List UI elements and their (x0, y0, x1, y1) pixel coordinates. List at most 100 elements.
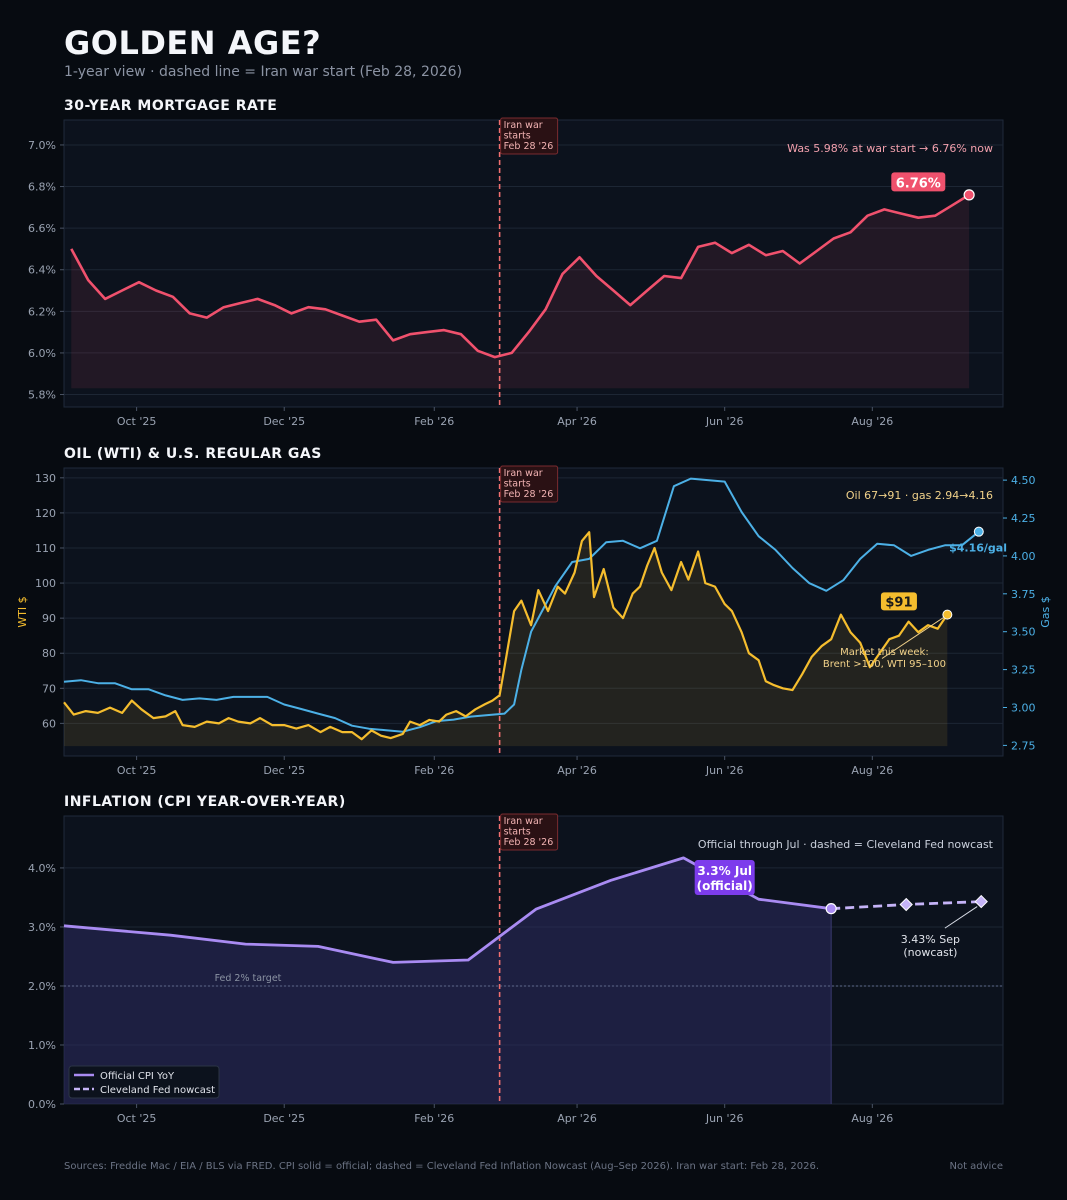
war-start-label: Iran war (504, 120, 543, 131)
y-tick-label: 110 (35, 542, 56, 555)
y-tick-label: 6.2% (28, 305, 56, 318)
y-tick-label: 0.0% (28, 1098, 56, 1111)
x-tick-label: Jun '26 (705, 1112, 744, 1125)
x-tick-label: Jun '26 (705, 415, 744, 428)
oil-value-badge-text: $91 (885, 595, 912, 610)
cpi-legend: Official CPI YoY Cleveland Fed nowcast (68, 1065, 220, 1099)
war-start-label: starts (504, 827, 531, 838)
war-start-label: Iran war (504, 816, 543, 827)
y-tick-label: 6.6% (28, 222, 56, 235)
cpi-badge-text: 3.3% Jul (697, 864, 752, 878)
y-tick-label: 6.8% (28, 181, 56, 194)
legend-box (68, 1065, 220, 1099)
x-tick-label: Apr '26 (557, 415, 597, 428)
y-axis-label-left: WTI $ (16, 596, 29, 627)
cpi-badge-text: (official) (697, 879, 753, 893)
war-start-label: Feb 28 '26 (504, 837, 554, 848)
mortgage-value-badge (891, 172, 946, 192)
page-title: GOLDEN AGE? (64, 24, 322, 62)
war-start-label: starts (504, 479, 531, 490)
y-tick-label: 70 (42, 682, 56, 695)
war-start-label: Feb 28 '26 (504, 141, 554, 152)
y-tick-label: 7.0% (28, 139, 56, 152)
cpi-nowcast-label: 3.43% Sep (901, 933, 960, 946)
y-tick-label: 1.0% (28, 1039, 56, 1052)
x-tick-label: Dec '25 (263, 764, 305, 777)
y-axis-label-right: Gas $ (1039, 596, 1052, 628)
oil-callout-arrow (881, 617, 944, 659)
x-tick-label: Oct '25 (117, 415, 157, 428)
footer-sources: Sources: Freddie Mac / EIA / BLS via FRE… (64, 1161, 820, 1172)
x-tick-label: Aug '26 (851, 1112, 893, 1125)
panel-annotation: Oil 67→91 · gas 2.94→4.16 (846, 489, 993, 502)
y-tick-label: 90 (42, 612, 56, 625)
oil-callout-text: Market this week: (840, 647, 929, 658)
gas-end-label: $4.16/gal (949, 542, 1007, 555)
y-tick-label: 60 (42, 717, 56, 730)
oil-callout-text: Brent >100, WTI 95–100 (823, 659, 946, 670)
oil-line (63, 531, 949, 741)
y-right-tick-label: 3.75 (1011, 588, 1036, 601)
war-start-label: starts (504, 131, 531, 142)
war-start-label: Feb 28 '26 (504, 489, 554, 500)
y-tick-label: 120 (35, 507, 56, 520)
y-right-tick-label: 4.00 (1011, 550, 1036, 563)
y-tick-label: 6.0% (28, 347, 56, 360)
panel-title: 30-YEAR MORTGAGE RATE (64, 98, 277, 114)
x-tick-label: Apr '26 (557, 1112, 597, 1125)
cpi-nowcast-marker (974, 894, 988, 909)
x-tick-label: Dec '25 (263, 1112, 305, 1125)
gas-line (63, 477, 980, 733)
war-start-label-box (500, 465, 559, 503)
mortgage-chart: 30-YEAR MORTGAGE RATE 5.8% 6.0% 6.2% 6.4% 6.6… (28, 98, 1004, 428)
oil-end-dot (942, 609, 953, 620)
y-right-tick-label: 3.00 (1011, 701, 1036, 714)
y-right-tick-label: 4.25 (1011, 512, 1036, 525)
oil-value-badge (880, 592, 917, 611)
y-tick-label: 3.0% (28, 921, 56, 934)
y-tick-label: 4.0% (28, 862, 56, 875)
y-tick-label: 100 (35, 577, 56, 590)
mortgage-line (70, 193, 970, 359)
y-tick-label: 80 (42, 647, 56, 660)
oil-gas-chart: OIL (WTI) & U.S. REGULAR GAS 60 70 80 90 100 1… (16, 446, 1052, 777)
war-start-label-box (500, 117, 559, 155)
x-tick-label: Aug '26 (851, 764, 893, 777)
oil-area (64, 532, 948, 747)
panel-title: OIL (WTI) & U.S. REGULAR GAS (64, 446, 322, 462)
y-tick-label: 5.8% (28, 389, 56, 402)
panel-title: INFLATION (CPI YEAR-OVER-YEAR) (64, 794, 346, 810)
y-right-tick-label: 4.50 (1011, 474, 1036, 487)
x-tick-label: Feb '26 (414, 415, 454, 428)
gas-end-dot (973, 526, 984, 537)
x-tick-label: Oct '25 (117, 1112, 157, 1125)
page-subtitle: 1-year view · dashed line = Iran war sta… (64, 64, 463, 80)
legend-label-nowcast: Cleveland Fed nowcast (100, 1085, 215, 1096)
cpi-chart: INFLATION (CPI YEAR-OVER-YEAR) 0.0% 1.0% 2.… (28, 794, 1004, 1125)
cpi-area (64, 857, 832, 1104)
war-start-label: Iran war (504, 468, 543, 479)
y-right-tick-label: 3.50 (1011, 626, 1036, 639)
cpi-nowcast-marker (899, 897, 913, 912)
mortgage-value-badge-text: 6.76% (896, 176, 941, 191)
mortgage-area (71, 194, 970, 389)
x-tick-label: Oct '25 (117, 764, 157, 777)
y-tick-label: 130 (35, 472, 56, 485)
cpi-official-end-dot (825, 903, 837, 915)
x-tick-label: Feb '26 (414, 764, 454, 777)
x-tick-label: Jun '26 (705, 764, 744, 777)
y-tick-label: 2.0% (28, 980, 56, 993)
fed-target-label: Fed 2% target (215, 973, 282, 984)
y-right-tick-label: 3.25 (1011, 664, 1036, 677)
footer-note: Not advice (949, 1161, 1003, 1172)
plot-area (63, 119, 1004, 408)
x-tick-label: Dec '25 (263, 415, 305, 428)
war-start-label-box (500, 813, 559, 851)
y-tick-label: 6.4% (28, 264, 56, 277)
x-tick-label: Apr '26 (557, 764, 597, 777)
panel-annotation: Was 5.98% at war start → 6.76% now (787, 142, 993, 155)
panel-annotation: Official through Jul · dashed = Clevelan… (698, 838, 994, 851)
cpi-nowcast-label: (nowcast) (903, 946, 957, 959)
cpi-nowcast-arrow (944, 906, 978, 929)
